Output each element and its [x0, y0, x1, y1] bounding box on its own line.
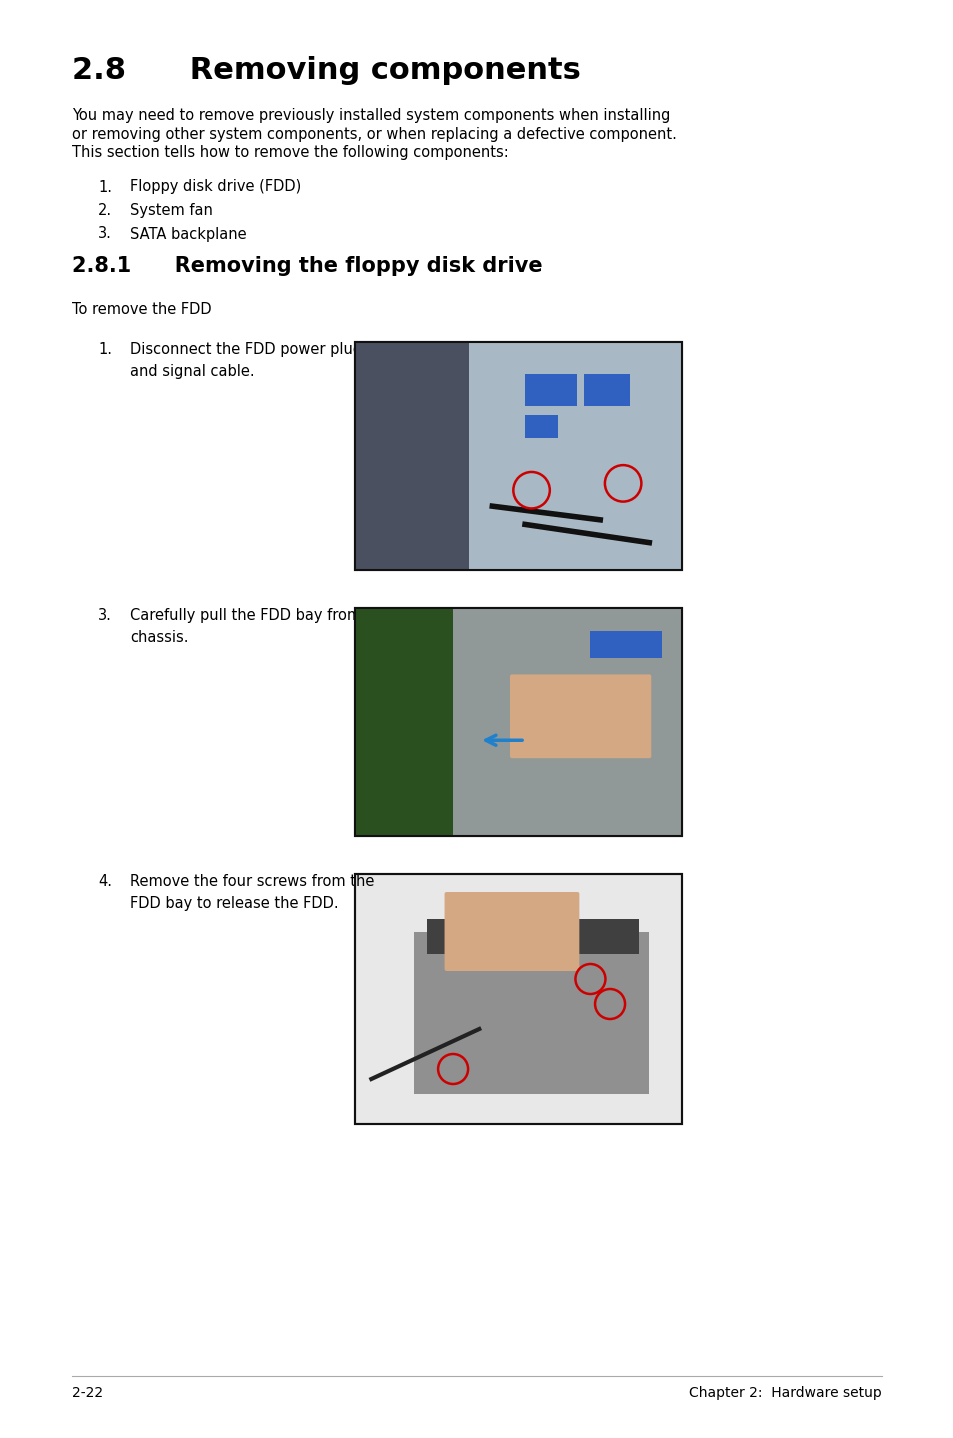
Text: 1.: 1. — [98, 180, 112, 194]
Bar — [590, 631, 661, 659]
Text: 3.: 3. — [98, 608, 112, 623]
Text: 1.: 1. — [98, 342, 112, 357]
Bar — [453, 608, 681, 835]
Text: SATA backplane: SATA backplane — [130, 227, 247, 242]
Text: To remove the FDD: To remove the FDD — [71, 302, 212, 316]
Bar — [355, 874, 681, 1125]
Text: 2-22: 2-22 — [71, 1386, 103, 1401]
Bar — [355, 608, 453, 835]
Text: 2.8      Removing components: 2.8 Removing components — [71, 56, 580, 85]
Bar — [414, 932, 649, 1094]
Bar — [524, 416, 558, 437]
Bar — [427, 919, 639, 953]
Text: Floppy disk drive (FDD): Floppy disk drive (FDD) — [130, 180, 301, 194]
Text: 2.: 2. — [98, 203, 112, 219]
Text: 4.: 4. — [98, 874, 112, 889]
Bar — [355, 342, 681, 569]
FancyBboxPatch shape — [510, 674, 651, 758]
Text: 3.: 3. — [98, 227, 112, 242]
Bar — [355, 342, 469, 569]
Bar — [355, 342, 681, 569]
Text: or removing other system components, or when replacing a defective component.: or removing other system components, or … — [71, 127, 677, 141]
Bar — [355, 608, 681, 835]
Text: System fan: System fan — [130, 203, 213, 219]
Bar — [355, 874, 681, 1125]
Text: This section tells how to remove the following components:: This section tells how to remove the fol… — [71, 145, 508, 160]
FancyBboxPatch shape — [444, 892, 578, 971]
Text: Remove the four screws from the
FDD bay to release the FDD.: Remove the four screws from the FDD bay … — [130, 874, 374, 912]
Text: Carefully pull the FDD bay from the
chassis.: Carefully pull the FDD bay from the chas… — [130, 608, 390, 646]
Bar — [583, 374, 629, 406]
Bar — [524, 374, 577, 406]
Text: You may need to remove previously installed system components when installing: You may need to remove previously instal… — [71, 108, 670, 124]
Text: 2.8.1      Removing the floppy disk drive: 2.8.1 Removing the floppy disk drive — [71, 256, 542, 276]
Text: Chapter 2:  Hardware setup: Chapter 2: Hardware setup — [688, 1386, 882, 1401]
Text: Disconnect the FDD power plug
and signal cable.: Disconnect the FDD power plug and signal… — [130, 342, 362, 380]
Bar — [355, 608, 681, 835]
Bar — [469, 342, 681, 569]
